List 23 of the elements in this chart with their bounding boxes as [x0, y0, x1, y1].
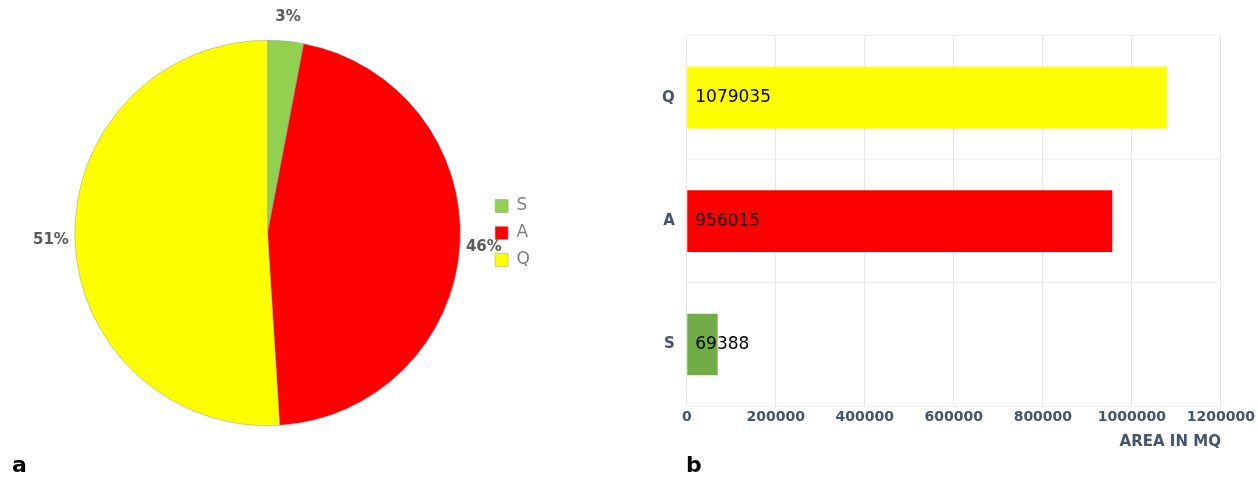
y-tick-label: A	[663, 210, 676, 229]
legend-label: Q	[516, 248, 531, 269]
legend-label: S	[516, 194, 528, 215]
data-label: 1079035	[695, 86, 771, 107]
data-label: 3%	[275, 7, 301, 26]
y-tick-label: Q	[661, 87, 675, 106]
x-tick-label: 1200000	[1186, 408, 1256, 425]
data-label: 51%	[32, 229, 69, 248]
x-tick-label: 800000	[1013, 408, 1073, 425]
bar	[687, 66, 1168, 129]
text: b	[686, 452, 702, 477]
x-axis-title: AREA IN MQ	[1119, 431, 1221, 450]
bar	[687, 190, 1113, 252]
legend-label: A	[516, 221, 529, 242]
x-tick-label: 400000	[835, 408, 895, 425]
x-tick-label: 1000000	[1097, 408, 1167, 425]
data-label: 956015	[695, 209, 761, 230]
x-tick-label: 200000	[746, 408, 806, 425]
data-label: 46%	[465, 236, 502, 255]
x-tick-label: 0	[681, 408, 692, 425]
y-tick-label: S	[663, 334, 675, 353]
x-tick-label: 600000	[924, 408, 984, 425]
text: a	[12, 452, 27, 477]
